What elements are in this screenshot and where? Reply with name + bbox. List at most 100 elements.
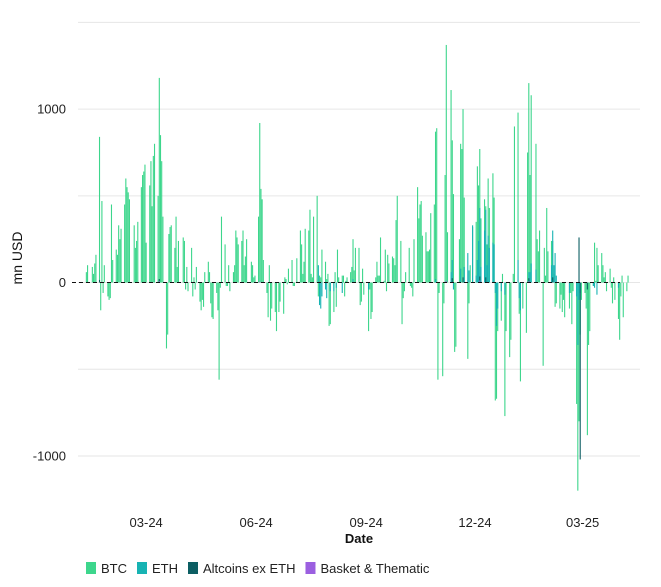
- bar-btc: [402, 282, 404, 299]
- bar-btc: [353, 270, 355, 283]
- bar-btc: [417, 187, 419, 283]
- bar-basket-thematic: [158, 281, 160, 283]
- bar-btc: [317, 282, 319, 297]
- bar-btc: [284, 277, 286, 283]
- bar-eth: [617, 282, 620, 288]
- bar-btc: [158, 77, 160, 283]
- bar-btc: [329, 282, 331, 325]
- bar-btc: [246, 239, 248, 283]
- bar-btc: [124, 204, 126, 283]
- bar-btc: [369, 282, 371, 290]
- bar-eth: [553, 265, 555, 283]
- bar-btc: [420, 201, 422, 283]
- bar-btc: [580, 282, 582, 300]
- bar-btc: [127, 192, 129, 283]
- bar-btc: [444, 175, 446, 283]
- bar-btc: [112, 260, 114, 283]
- bar-btc: [224, 244, 226, 283]
- bar-btc: [125, 178, 127, 283]
- bar-btc: [338, 277, 340, 283]
- bar-eth: [568, 282, 570, 293]
- bar-btc: [98, 136, 101, 283]
- bar-btc: [517, 112, 519, 283]
- bar-btc: [568, 282, 570, 309]
- bar-btc: [303, 261, 305, 283]
- bar-btc: [451, 140, 453, 283]
- bar-eth: [468, 270, 470, 283]
- bar-btc: [218, 282, 220, 380]
- bar-btc: [476, 166, 478, 283]
- x-tick-label: 12-24: [458, 515, 491, 530]
- bar-btc: [622, 282, 624, 318]
- bar-btc: [486, 244, 488, 283]
- bar-btc: [346, 277, 348, 283]
- bar-basket-thematic: [528, 281, 530, 283]
- bar-btc: [235, 230, 237, 283]
- bar-btc: [525, 282, 527, 333]
- bar-btc: [586, 282, 588, 436]
- bar-btc: [452, 194, 455, 283]
- bar-eth: [475, 275, 477, 283]
- bar-btc: [167, 282, 169, 335]
- bar-btc: [543, 247, 545, 283]
- bar-btc: [100, 282, 102, 311]
- bar-eth: [500, 282, 502, 292]
- bar-btc: [313, 216, 315, 283]
- bar-btc: [555, 282, 557, 304]
- bar-btc: [418, 218, 420, 283]
- bar-btc: [149, 185, 151, 283]
- x-tick-label: 03-25: [566, 515, 599, 530]
- bar-btc: [488, 207, 490, 283]
- bar-btc: [250, 261, 252, 283]
- bar-btc: [603, 277, 605, 283]
- bar-eth: [592, 282, 594, 287]
- bar-btc: [617, 282, 620, 319]
- bar-btc: [254, 275, 256, 283]
- bar-btc: [376, 261, 378, 283]
- bar-btc: [226, 282, 229, 287]
- bar-btc: [535, 143, 537, 283]
- bar-btc: [395, 220, 397, 283]
- bar-btc: [412, 282, 414, 297]
- bar-btc: [426, 251, 428, 283]
- bar-eth: [341, 282, 343, 293]
- bar-btc: [527, 152, 529, 283]
- bar-eth: [450, 272, 452, 283]
- bar-eth: [452, 282, 455, 290]
- bar-btc: [377, 275, 379, 283]
- bar-eth: [488, 247, 490, 283]
- bar-btc: [128, 199, 130, 283]
- bar-btc: [174, 247, 176, 283]
- legend-swatch-basket-thematic: [305, 562, 316, 574]
- x-tick-label: 03-24: [130, 515, 163, 530]
- bar-btc: [216, 282, 218, 293]
- bar-btc: [572, 282, 574, 292]
- bar-btc: [153, 143, 156, 283]
- bar-btc: [126, 187, 128, 283]
- bar-btc: [588, 282, 590, 345]
- bar-eth: [529, 272, 531, 283]
- bar-btc: [279, 282, 281, 302]
- bar-eth: [494, 282, 496, 293]
- bar-btc: [375, 277, 377, 283]
- bar-btc: [157, 195, 159, 283]
- bar-btc: [87, 265, 89, 283]
- bar-btc: [261, 199, 263, 283]
- bar-basket-thematic: [479, 280, 481, 283]
- bar-btc: [324, 261, 327, 283]
- bar-btc: [94, 263, 96, 283]
- bar-btc: [316, 195, 318, 283]
- bar-eth: [485, 209, 487, 283]
- bar-btc: [560, 282, 562, 295]
- bar-btc: [200, 282, 202, 311]
- bar-btc: [182, 237, 184, 283]
- bar-btc: [396, 195, 398, 283]
- bar-btc: [204, 272, 206, 283]
- bar-btc: [210, 282, 212, 304]
- x-tick-label: 06-24: [240, 515, 273, 530]
- bar-eth: [317, 265, 319, 283]
- bar-btc: [351, 266, 353, 283]
- bar-btc: [136, 240, 138, 283]
- bar-altcoins-ex-eth: [579, 282, 581, 460]
